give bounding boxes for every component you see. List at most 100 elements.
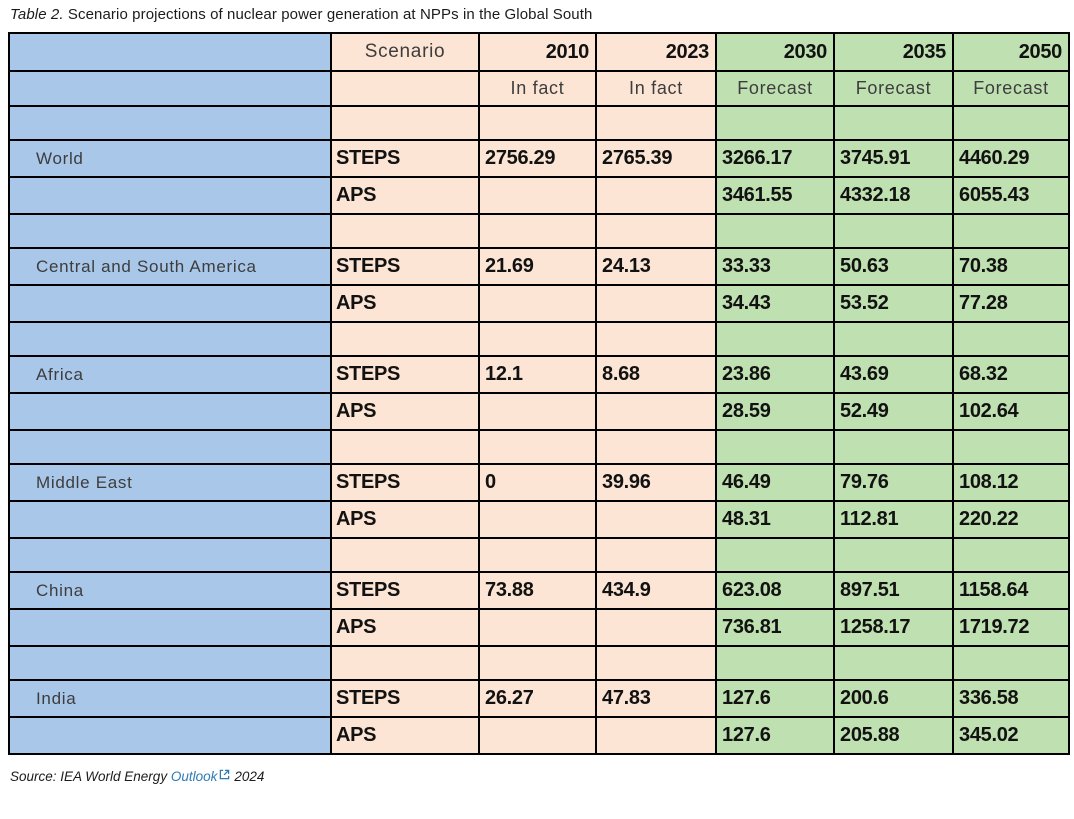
- spacer-cell: [330, 537, 480, 573]
- spacer-cell: [595, 321, 717, 357]
- value-cell: 1158.64: [952, 571, 1070, 610]
- value-cell: 21.69: [478, 247, 597, 286]
- value-cell: [595, 392, 717, 431]
- value-cell: 52.49: [833, 392, 954, 431]
- spacer-cell: [952, 645, 1070, 681]
- value-cell: 50.63: [833, 247, 954, 286]
- spacer-cell: [833, 429, 954, 465]
- value-cell: 4460.29: [952, 139, 1070, 178]
- value-cell: 3266.17: [715, 139, 835, 178]
- value-cell: 43.69: [833, 355, 954, 394]
- value-cell: 24.13: [595, 247, 717, 286]
- table-row-africa-steps: Africa STEPS 12.1 8.68 23.86 43.69 68.32: [8, 355, 1070, 394]
- scenario-label-aps: APS: [330, 392, 480, 431]
- region-label: India: [8, 679, 332, 718]
- value-cell: 205.88: [833, 716, 954, 755]
- value-cell: 79.76: [833, 463, 954, 502]
- scenario-label-steps: STEPS: [330, 139, 480, 178]
- value-cell: 897.51: [833, 571, 954, 610]
- value-cell: 3745.91: [833, 139, 954, 178]
- table-title: Table 2. Scenario projections of nuclear…: [10, 6, 1074, 23]
- spacer-cell: [595, 429, 717, 465]
- page: Table 2. Scenario projections of nuclear…: [8, 6, 1074, 784]
- spacer-row: [8, 537, 1070, 573]
- region-label: World: [8, 139, 332, 178]
- value-cell: [595, 176, 717, 215]
- spacer-cell: [595, 645, 717, 681]
- spacer-cell: [8, 105, 332, 141]
- header-row-types: In fact In fact Forecast Forecast Foreca…: [8, 70, 1070, 107]
- value-cell: 8.68: [595, 355, 717, 394]
- source-year: 2024: [234, 769, 265, 784]
- value-cell: [478, 392, 597, 431]
- scenario-label-aps: APS: [330, 500, 480, 539]
- spacer-cell: [8, 537, 332, 573]
- value-cell: 34.43: [715, 284, 835, 323]
- value-cell: 77.28: [952, 284, 1070, 323]
- header-year-2035: 2035: [833, 32, 954, 72]
- region-label-empty: [8, 500, 332, 539]
- value-cell: 1258.17: [833, 608, 954, 647]
- value-cell: [478, 500, 597, 539]
- value-cell: 127.6: [715, 716, 835, 755]
- type-region-cell: [8, 70, 332, 107]
- spacer-cell: [478, 105, 597, 141]
- value-cell: 33.33: [715, 247, 835, 286]
- value-cell: 3461.55: [715, 176, 835, 215]
- value-cell: 2756.29: [478, 139, 597, 178]
- value-cell: 6055.43: [952, 176, 1070, 215]
- table-row-india-aps: APS 127.6 205.88 345.02: [8, 716, 1070, 755]
- spacer-cell: [715, 105, 835, 141]
- value-cell: 12.1: [478, 355, 597, 394]
- region-label-empty: [8, 392, 332, 431]
- value-cell: 112.81: [833, 500, 954, 539]
- spacer-cell: [330, 213, 480, 249]
- spacer-cell: [478, 321, 597, 357]
- spacer-cell: [478, 537, 597, 573]
- spacer-cell: [8, 429, 332, 465]
- spacer-cell: [952, 213, 1070, 249]
- header-region-cell: [8, 32, 332, 72]
- value-cell: 73.88: [478, 571, 597, 610]
- scenario-label-aps: APS: [330, 284, 480, 323]
- spacer-cell: [595, 105, 717, 141]
- scenario-label-aps: APS: [330, 176, 480, 215]
- value-cell: 26.27: [478, 679, 597, 718]
- value-cell: [595, 716, 717, 755]
- scenario-label-aps: APS: [330, 608, 480, 647]
- spacer-cell: [833, 645, 954, 681]
- value-cell: 23.86: [715, 355, 835, 394]
- spacer-cell: [833, 321, 954, 357]
- table-row-world-steps: World STEPS 2756.29 2765.39 3266.17 3745…: [8, 139, 1070, 178]
- scenario-label-aps: APS: [330, 716, 480, 755]
- region-label-empty: [8, 284, 332, 323]
- value-cell: [595, 284, 717, 323]
- table-row-africa-aps: APS 28.59 52.49 102.64: [8, 392, 1070, 431]
- value-cell: 200.6: [833, 679, 954, 718]
- value-cell: 4332.18: [833, 176, 954, 215]
- spacer-cell: [595, 213, 717, 249]
- spacer-cell: [330, 645, 480, 681]
- table-row-china-aps: APS 736.81 1258.17 1719.72: [8, 608, 1070, 647]
- value-cell: 108.12: [952, 463, 1070, 502]
- value-cell: [478, 608, 597, 647]
- table-row-world-aps: APS 3461.55 4332.18 6055.43: [8, 176, 1070, 215]
- spacer-row: [8, 645, 1070, 681]
- external-link-icon[interactable]: [219, 768, 230, 780]
- spacer-cell: [8, 645, 332, 681]
- table-row-middleeast-steps: Middle East STEPS 0 39.96 46.49 79.76 10…: [8, 463, 1070, 502]
- source-line: Source: IEA World Energy Outlook 2024: [10, 768, 1074, 784]
- header-year-2023: 2023: [595, 32, 717, 72]
- value-cell: 28.59: [715, 392, 835, 431]
- value-cell: 70.38: [952, 247, 1070, 286]
- type-cell-2030: Forecast: [715, 70, 835, 107]
- scenario-label-steps: STEPS: [330, 247, 480, 286]
- spacer-cell: [952, 105, 1070, 141]
- table-title-prefix: Table 2.: [10, 6, 64, 23]
- value-cell: 68.32: [952, 355, 1070, 394]
- spacer-cell: [595, 537, 717, 573]
- value-cell: 336.58: [952, 679, 1070, 718]
- spacer-cell: [833, 537, 954, 573]
- source-link[interactable]: Outlook: [170, 769, 218, 784]
- value-cell: [478, 176, 597, 215]
